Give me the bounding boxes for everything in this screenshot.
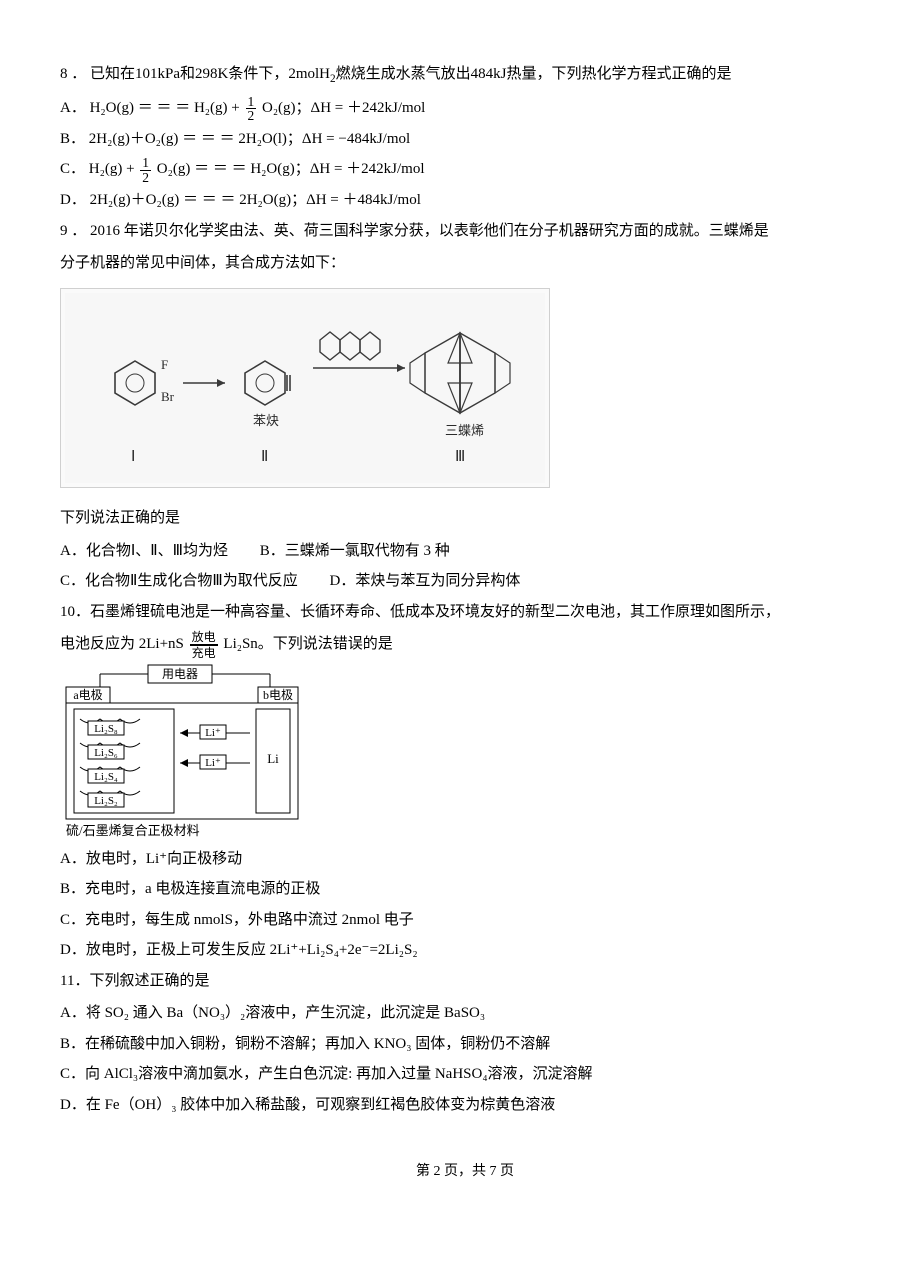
q10-option-b: B．充电时，a 电极连接直流电源的正极 — [60, 875, 870, 904]
q11-option-c: C．向 AlCl₃溶液中滴加氨水，产生白色沉淀: 再加入过量 NaHSO₄溶液，… — [60, 1060, 870, 1089]
q10-cell-diagram: 用电器 a电极 b电极 Li₂S₈ Li₂S₆ Li₂S₄ Li₂S₂ Li⁺ — [60, 663, 870, 843]
label-caption: 硫/石墨烯复合正极材料 — [66, 823, 200, 838]
equilibrium-arrow: 放电 充电 — [190, 631, 218, 659]
label-triptycene: 三蝶烯 — [445, 423, 484, 438]
label-s2: Li₂S₂ — [94, 795, 118, 807]
arrow-top: 放电 — [190, 631, 218, 645]
label-s6: Li₂S₆ — [94, 747, 118, 759]
q11-option-a: A．将 SO₂ 通入 Ba（NO₃）₂溶液中，产生沉淀，此沉淀是 BaSO₃ — [60, 999, 870, 1028]
label-III: Ⅲ — [455, 449, 465, 465]
label-li-ion: Li⁺ — [205, 727, 221, 739]
q8-option-d: D． 2H₂(g)＋O₂(g) ＝ ＝ ＝ 2H₂O(g)；ΔH = ＋484k… — [60, 186, 870, 215]
question-9: 9 ． 2016 年诺贝尔化学奖由法、英、荷三国科学家分获，以表彰他们在分子机器… — [60, 217, 870, 246]
frac-den: 2 — [246, 109, 257, 123]
q9-reaction-scheme: F Br Ⅰ 苯炔 Ⅱ 三蝶烯 Ⅲ — [60, 288, 550, 488]
label-b-electrode: b电极 — [263, 688, 293, 702]
frac-num: 1 — [140, 156, 151, 171]
opt-label: C． — [60, 161, 85, 177]
label-I: Ⅰ — [131, 449, 135, 465]
question-8: 8 ． 已知在101kPa和298K条件下，2molH2燃烧生成水蒸气放出484… — [60, 60, 870, 90]
q10-option-a: A．放电时，Li⁺向正极移动 — [60, 845, 870, 874]
label-II: Ⅱ — [261, 449, 268, 465]
q10-option-d: D．放电时，正极上可发生反应 2Li⁺+Li₂S₄+2e⁻=2Li₂S₂ — [60, 936, 870, 965]
eq-rhs: O₂(g) ＝ ＝ ＝ H₂O(g)；ΔH = ＋242kJ/mol — [157, 161, 425, 177]
frac-den: 2 — [140, 171, 151, 185]
eq-lhs: H₂O(g) ＝ ＝ ＝ H₂(g) + — [90, 100, 240, 116]
q8-stem-b: 燃烧生成水蒸气放出484kJ热量，下列热化学方程式正确的是 — [336, 66, 732, 82]
label-F: F — [161, 357, 168, 372]
label-benzyne: 苯炔 — [253, 413, 279, 428]
q11-option-d: D．在 Fe（OH）₃ 胶体中加入稀盐酸，可观察到红褐色胶体变为棕黄色溶液 — [60, 1091, 870, 1120]
q8-option-a: A． H₂O(g) ＝ ＝ ＝ H₂(g) + 1 2 O₂(g)；ΔH = ＋… — [60, 94, 870, 123]
q10-stem-2: 电池反应为 2Li+nS 放电 充电 Li₂Sn。下列说法错误的是 — [60, 630, 870, 659]
eq: 2H₂(g)＋O₂(g) ＝ ＝ ＝ 2H₂O(g)；ΔH = ＋484kJ/m… — [90, 192, 421, 208]
opt-label: D． — [60, 192, 86, 208]
eq-rhs: O₂(g)；ΔH = ＋242kJ/mol — [262, 100, 425, 116]
q10-stem-post: Li₂Sn。下列说法错误的是 — [223, 636, 392, 652]
opt-label: A． — [60, 100, 86, 116]
q11-option-b: B．在稀硫酸中加入铜粉，铜粉不溶解；再加入 KNO₃ 固体，铜粉仍不溶解 — [60, 1030, 870, 1059]
question-10: 10．石墨烯锂硫电池是一种高容量、长循环寿命、低成本及环境友好的新型二次电池，其… — [60, 598, 870, 627]
q10-stem-1: 10．石墨烯锂硫电池是一种高容量、长循环寿命、低成本及环境友好的新型二次电池，其… — [60, 604, 780, 620]
q9-stem-1: 9 ． 2016 年诺贝尔化学奖由法、英、荷三国科学家分获，以表彰他们在分子机器… — [60, 223, 769, 239]
label-a-electrode: a电极 — [73, 688, 102, 702]
label-device: 用电器 — [162, 667, 198, 681]
q8-option-c: C． H₂(g) + 1 2 O₂(g) ＝ ＝ ＝ H₂O(g)；ΔH = ＋… — [60, 155, 870, 184]
arrow-bot: 充电 — [190, 645, 218, 659]
q9-follow: 下列说法正确的是 — [60, 504, 870, 533]
q9-stem-2: 分子机器的常见中间体，其合成方法如下： — [60, 249, 870, 278]
opt-label: B． — [60, 131, 85, 147]
q10-option-c: C．充电时，每生成 nmolS，外电路中流过 2nmol 电子 — [60, 906, 870, 935]
q10-stem-pre: 电池反应为 2Li+nS — [60, 636, 184, 652]
q9-option-c: C．化合物Ⅱ生成化合物Ⅲ为取代反应 — [60, 573, 298, 589]
label-s8: Li₂S₈ — [94, 723, 118, 735]
q9-option-b: B．三蝶烯一氯取代物有 3 种 — [260, 543, 450, 559]
label-li-ion-2: Li⁺ — [205, 757, 221, 769]
fraction: 1 2 — [246, 95, 257, 123]
frac-num: 1 — [246, 95, 257, 110]
q9-option-a: A．化合物Ⅰ、Ⅱ、Ⅲ均为烃 — [60, 543, 228, 559]
q8-option-b: B． 2H₂(g)＋O₂(g) ＝ ＝ ＝ 2H₂O(l)；ΔH = −484k… — [60, 125, 870, 154]
page-footer: 第 2 页，共 7 页 — [60, 1159, 870, 1186]
q8-stem-a: 8 ． 已知在101kPa和298K条件下，2molH — [60, 66, 330, 82]
label-s4: Li₂S₄ — [94, 771, 118, 783]
eq-lhs: H₂(g) + — [89, 161, 135, 177]
label-li: Li — [267, 751, 279, 766]
eq: 2H₂(g)＋O₂(g) ＝ ＝ ＝ 2H₂O(l)；ΔH = −484kJ/m… — [89, 131, 410, 147]
q9-row-cd: C．化合物Ⅱ生成化合物Ⅲ为取代反应 D．苯炔与苯互为同分异构体 — [60, 567, 870, 596]
q9-row-ab: A．化合物Ⅰ、Ⅱ、Ⅲ均为烃 B．三蝶烯一氯取代物有 3 种 — [60, 537, 870, 566]
fraction: 1 2 — [140, 156, 151, 184]
label-Br: Br — [161, 389, 175, 404]
question-11: 11．下列叙述正确的是 — [60, 967, 870, 996]
q9-option-d: D．苯炔与苯互为同分异构体 — [329, 573, 520, 589]
